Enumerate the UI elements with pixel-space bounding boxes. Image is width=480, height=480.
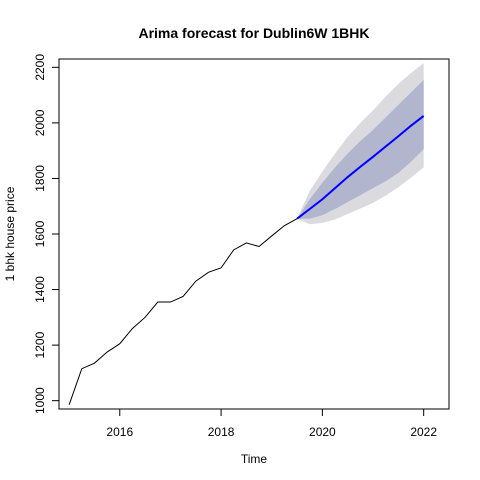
x-axis-label: Time xyxy=(241,452,268,466)
band-80-percent xyxy=(297,79,424,219)
x-tick-label: 2020 xyxy=(309,425,336,439)
x-tick-label: 2016 xyxy=(106,425,133,439)
y-tick-label: 1400 xyxy=(33,276,47,303)
history-line xyxy=(68,218,298,405)
chart-title: Arima forecast for Dublin6W 1BHK xyxy=(138,25,369,41)
forecast-line xyxy=(296,115,425,220)
y-tick-label: 2200 xyxy=(33,54,47,81)
y-tick-label: 1600 xyxy=(33,220,47,247)
y-axis-label: 1 bhk house price xyxy=(3,186,17,281)
x-axis: 2016 2018 2020 2022 xyxy=(106,408,437,439)
y-axis: 1000 1200 1400 1600 1800 2000 2200 xyxy=(33,54,60,414)
y-tick-label: 2000 xyxy=(33,109,47,136)
series-lines xyxy=(68,115,425,405)
confidence-bands xyxy=(297,63,424,225)
y-tick-label: 1000 xyxy=(33,387,47,414)
y-tick-label: 1800 xyxy=(33,165,47,192)
y-tick-label: 1200 xyxy=(33,331,47,358)
x-tick-label: 2022 xyxy=(410,425,437,439)
x-tick-label: 2018 xyxy=(208,425,235,439)
